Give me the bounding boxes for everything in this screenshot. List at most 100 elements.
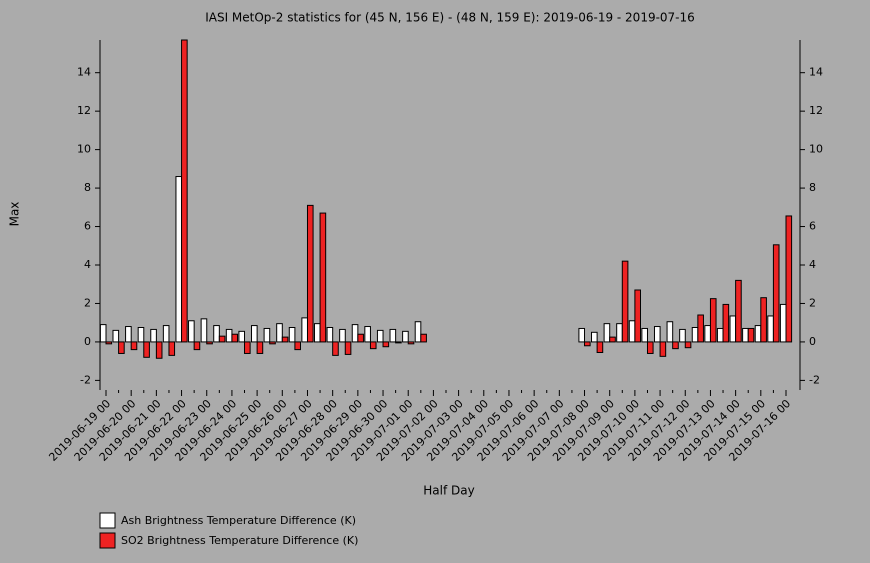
- y2-tick-label: 8: [809, 181, 816, 194]
- bar: [193, 341, 201, 351]
- bar: [206, 341, 213, 345]
- bar: [150, 328, 157, 343]
- bar: [603, 323, 611, 343]
- bar: [760, 297, 767, 343]
- bar: [779, 303, 787, 343]
- bar: [351, 324, 359, 343]
- bar: [420, 333, 427, 343]
- bar: [143, 341, 150, 358]
- bar: [168, 341, 176, 356]
- y2-tick-label: 10: [809, 143, 823, 156]
- bar: [596, 341, 604, 353]
- bar: [294, 341, 301, 351]
- y2-tick-label: 14: [809, 66, 823, 79]
- bar: [584, 341, 591, 347]
- y-tick-label: 2: [84, 296, 91, 309]
- bar: [200, 318, 208, 343]
- bar: [288, 327, 296, 343]
- y-tick-label: -2: [80, 373, 91, 386]
- bar: [414, 321, 422, 343]
- bar: [628, 320, 636, 343]
- bar: [181, 39, 188, 343]
- bar: [112, 329, 120, 343]
- bar: [319, 212, 327, 343]
- y2-tick-label: 12: [809, 104, 823, 117]
- y-tick-label: 8: [84, 181, 91, 194]
- bar: [684, 341, 692, 349]
- bar: [722, 303, 730, 343]
- bar: [251, 325, 258, 343]
- bar: [591, 331, 598, 343]
- bar: [754, 325, 762, 343]
- bar: [118, 341, 125, 354]
- bar: [99, 324, 107, 343]
- bar: [332, 341, 339, 356]
- bar: [659, 341, 667, 357]
- bar: [218, 335, 226, 343]
- bar: [672, 341, 679, 350]
- x-axis-label: Half Day: [423, 484, 474, 498]
- bar: [709, 298, 717, 343]
- legend-label: SO2 Brightness Temperature Difference (K…: [121, 534, 358, 547]
- y-tick-label: 10: [77, 143, 91, 156]
- bar: [697, 314, 704, 343]
- bar: [364, 326, 371, 343]
- bar: [105, 341, 113, 345]
- bar: [767, 315, 774, 343]
- legend-swatch: [99, 512, 116, 529]
- bar: [256, 341, 264, 354]
- bar: [653, 326, 661, 343]
- bar: [162, 325, 170, 343]
- bar: [244, 341, 251, 354]
- y-tick-label: 0: [84, 335, 91, 348]
- bar: [276, 323, 283, 343]
- bar: [125, 326, 132, 343]
- bar: [213, 325, 220, 343]
- legend-swatch: [99, 532, 116, 549]
- bar: [263, 327, 271, 343]
- bar: [155, 341, 163, 359]
- chart-title: IASI MetOp-2 statistics for (45 N, 156 E…: [205, 11, 695, 25]
- bar: [238, 330, 246, 343]
- bar: [269, 341, 276, 345]
- bar: [641, 327, 648, 343]
- bar: [357, 333, 364, 343]
- y-tick-label: 12: [77, 104, 91, 117]
- y2-tick-label: 2: [809, 296, 816, 309]
- bar: [646, 341, 654, 354]
- bar: [609, 336, 616, 343]
- bar: [679, 328, 686, 343]
- bar: [301, 317, 308, 343]
- bar: [369, 341, 377, 350]
- y2-tick-label: 4: [809, 258, 816, 271]
- bar: [729, 315, 737, 343]
- y-axis-label: Max: [8, 202, 22, 227]
- bar: [691, 327, 699, 343]
- bar: [666, 321, 674, 343]
- bar: [772, 244, 780, 343]
- bar: [389, 328, 397, 343]
- bar: [382, 341, 390, 348]
- bar: [188, 320, 195, 343]
- bar: [231, 333, 239, 343]
- bar: [785, 215, 793, 343]
- bar: [704, 325, 711, 343]
- bar: [742, 327, 749, 343]
- y-tick-label: 6: [84, 220, 91, 233]
- bar: [634, 289, 641, 343]
- bar: [616, 323, 623, 343]
- bar: [716, 327, 724, 343]
- bar: [747, 327, 755, 343]
- legend-label: Ash Brightness Temperature Difference (K…: [121, 514, 356, 527]
- bar: [402, 330, 409, 343]
- y-tick-label: 14: [77, 66, 91, 79]
- bar: [407, 341, 415, 345]
- bar: [225, 328, 233, 343]
- y2-tick-label: -2: [809, 373, 820, 386]
- y2-tick-label: 0: [809, 335, 816, 348]
- bar: [175, 176, 183, 343]
- y-tick-label: 4: [84, 258, 91, 271]
- bar: [578, 327, 586, 343]
